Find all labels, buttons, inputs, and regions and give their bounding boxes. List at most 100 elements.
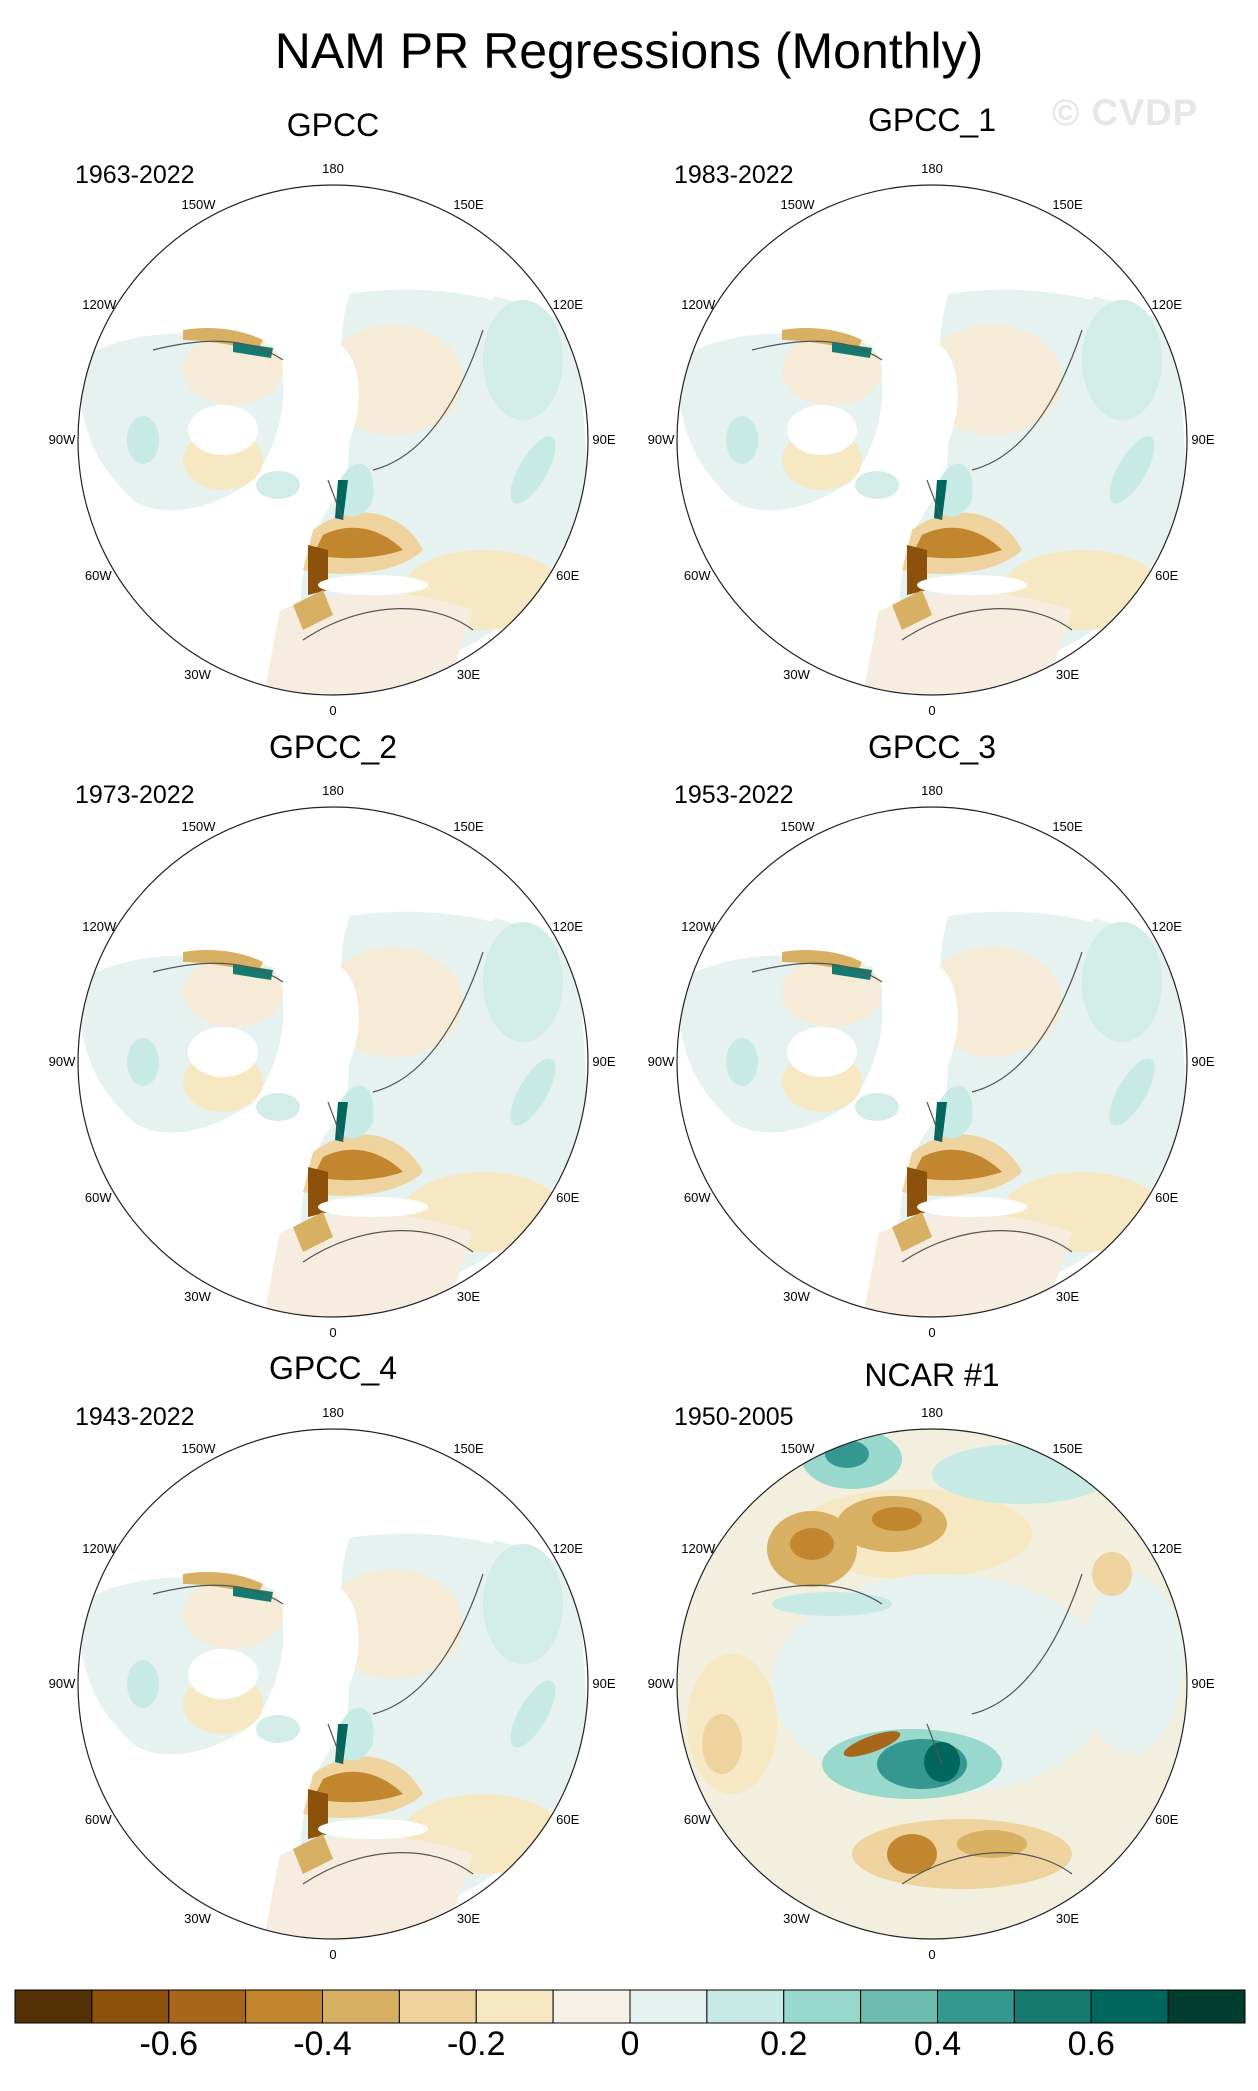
longitude-label: 90E — [1191, 1676, 1215, 1691]
longitude-label: 90E — [592, 1054, 616, 1069]
longitude-label: 150W — [780, 1441, 815, 1457]
longitude-label: 120W — [82, 918, 117, 934]
colorbar-swatch — [860, 1989, 938, 2024]
panel-period: 1943-2022 — [75, 1403, 195, 1431]
longitude-label: 90W — [647, 1054, 675, 1069]
longitude-label: 60E — [1155, 1189, 1179, 1205]
longitude-label: 30W — [184, 666, 211, 682]
longitude-label: 90E — [592, 432, 616, 447]
longitude-label: 180 — [322, 161, 344, 176]
colorbar-tick-label: 0.6 — [1067, 2025, 1115, 2063]
longitude-label: 150W — [780, 197, 815, 213]
panel-period: 1950-2005 — [674, 1403, 794, 1431]
colorbar-swatch — [475, 1989, 554, 2024]
longitude-label: 150W — [780, 819, 815, 835]
longitude-label: 120W — [681, 296, 716, 312]
colorbar-tick-label: 0.2 — [760, 2025, 808, 2063]
longitude-label: 0 — [928, 1947, 936, 1962]
longitude-label: 120W — [681, 918, 716, 934]
colorbar-swatch — [629, 1989, 708, 2024]
map-panel-3 — [77, 806, 589, 1318]
colorbar-swatch — [14, 1989, 93, 2024]
panel-title: GPCC_2 — [268, 729, 398, 765]
longitude-label: 150E — [1052, 819, 1083, 835]
colorbar-swatch — [168, 1989, 247, 2024]
longitude-label: 90E — [1191, 432, 1215, 447]
colorbar-swatch — [398, 1989, 477, 2024]
longitude-label: 30W — [783, 1288, 810, 1304]
longitude-label: 30E — [456, 1288, 481, 1304]
colorbar-tick-label: 0.4 — [913, 2025, 962, 2063]
longitude-label: 150E — [453, 1441, 484, 1457]
colorbar-swatch — [322, 1989, 400, 2024]
longitude-label: 120W — [82, 1540, 117, 1556]
longitude-label: 30E — [1055, 1910, 1080, 1926]
longitude-label: 90W — [48, 432, 76, 447]
panel-title: NCAR #1 — [864, 1357, 1000, 1393]
longitude-label: 0 — [329, 1947, 337, 1962]
colorbar-tick-label: -0.2 — [446, 2025, 506, 2063]
longitude-label: 90W — [48, 1676, 76, 1691]
longitude-label: 180 — [921, 161, 943, 176]
longitude-label: 150E — [1052, 1441, 1083, 1457]
longitude-label: 60W — [683, 1189, 711, 1205]
map-panel-6 — [676, 1428, 1188, 1940]
longitude-label: 150E — [453, 197, 484, 213]
longitude-label: 180 — [322, 1405, 344, 1420]
longitude-label: 90W — [647, 1676, 675, 1691]
panel-period: 1953-2022 — [674, 781, 794, 809]
map-panel-1 — [77, 184, 589, 696]
colorbar-tick-label: 0 — [620, 2025, 640, 2063]
colorbar-tick-label: -0.4 — [293, 2025, 352, 2063]
longitude-label: 60W — [683, 567, 711, 583]
panel-title: GPCC_1 — [867, 102, 997, 138]
colorbar-swatch — [245, 1989, 323, 2024]
longitude-label: 30E — [1055, 1288, 1080, 1304]
colorbar-swatch — [937, 1989, 1015, 2024]
longitude-label: 60W — [84, 567, 112, 583]
colorbar-swatch — [91, 1989, 170, 2024]
longitude-label: 30W — [783, 666, 810, 682]
longitude-label: 60E — [556, 1811, 580, 1827]
longitude-label: 90W — [48, 1054, 76, 1069]
longitude-label: 30E — [456, 1910, 481, 1926]
watermark: © CVDP — [1052, 92, 1199, 133]
longitude-label: 90E — [1191, 1054, 1215, 1069]
panel-period: 1963-2022 — [75, 161, 195, 189]
longitude-label: 0 — [928, 1325, 936, 1340]
longitude-label: 30W — [184, 1288, 211, 1304]
longitude-label: 120W — [82, 296, 117, 312]
panel-period: 1973-2022 — [75, 781, 195, 809]
longitude-label: 30W — [783, 1910, 810, 1926]
longitude-label: 150E — [1052, 197, 1083, 213]
colorbar-tick-label: -0.6 — [139, 2025, 199, 2063]
panel-period: 1983-2022 — [674, 161, 794, 189]
longitude-label: 60W — [84, 1811, 112, 1827]
colorbar-swatch — [1013, 1989, 1092, 2024]
colorbar-swatch — [1167, 1989, 1246, 2024]
longitude-label: 0 — [329, 703, 337, 718]
longitude-label: 120W — [681, 1540, 716, 1556]
longitude-label: 150W — [181, 1441, 216, 1457]
longitude-label: 120E — [1151, 918, 1182, 934]
longitude-label: 30E — [456, 666, 481, 682]
longitude-label: 180 — [921, 783, 943, 798]
longitude-label: 150E — [453, 819, 484, 835]
panel-title: GPCC_3 — [867, 729, 997, 765]
longitude-label: 60E — [1155, 1811, 1179, 1827]
colorbar-swatch — [783, 1989, 862, 2024]
colorbar-swatch — [1090, 1989, 1169, 2024]
longitude-label: 120E — [552, 296, 583, 312]
longitude-label: 30E — [1055, 666, 1080, 682]
panel-title: GPCC_4 — [268, 1350, 398, 1386]
longitude-label: 180 — [921, 1405, 943, 1420]
longitude-label: 150W — [181, 197, 216, 213]
longitude-label: 150W — [181, 819, 216, 835]
longitude-label: 60E — [556, 567, 580, 583]
longitude-label: 60E — [556, 1189, 580, 1205]
longitude-label: 120E — [1151, 296, 1182, 312]
colorbar-swatch — [706, 1989, 785, 2024]
longitude-label: 0 — [928, 703, 936, 718]
